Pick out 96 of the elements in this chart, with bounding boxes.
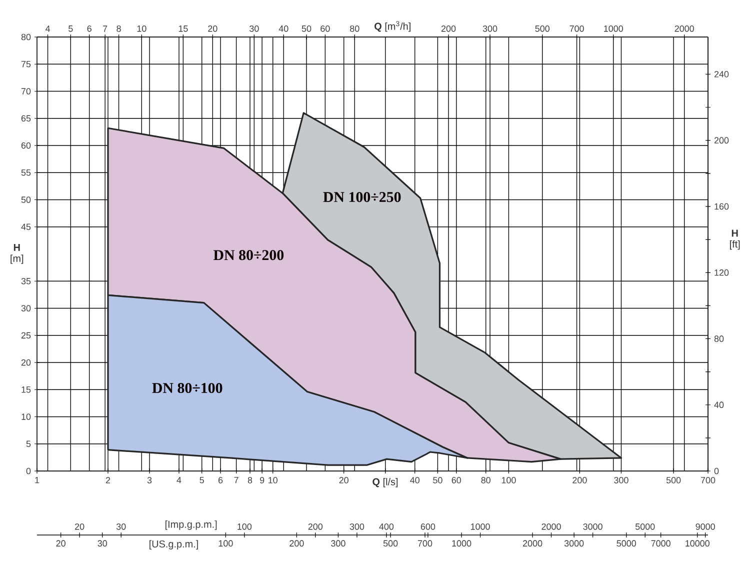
- text: 2000: [542, 523, 561, 530]
- text: 15: [178, 26, 188, 32]
- y-tick-label: 65: [21, 115, 31, 122]
- y-tick-label: 70: [21, 88, 31, 94]
- text: [US.g.p.m.]: [150, 540, 198, 550]
- text: 8: [116, 25, 121, 32]
- x-tick-label: 80: [481, 477, 490, 484]
- text: 4: [45, 26, 50, 32]
- text: 40: [278, 25, 288, 32]
- text: 3000: [583, 523, 602, 530]
- y2-tick-label: 120: [714, 269, 729, 276]
- x-tick-label: 5: [200, 477, 204, 484]
- text: 10: [137, 25, 146, 32]
- y-tick-label: 10: [22, 414, 31, 420]
- text: 5000: [616, 540, 636, 547]
- text: 200: [290, 540, 304, 547]
- x-tick-label: 200: [572, 477, 587, 484]
- x-tick-label: 3: [147, 477, 152, 484]
- y-tick-label: 0: [26, 468, 31, 474]
- x-tick-label: 7: [234, 477, 238, 484]
- text: [Imp.g.p.m.]: [165, 520, 217, 530]
- x-tick-label: 1: [35, 477, 40, 484]
- y2-tick-label: 200: [714, 137, 729, 144]
- series-label: DN 80÷200: [214, 250, 284, 260]
- text: 500: [535, 25, 550, 32]
- text: 10000: [686, 540, 710, 547]
- y-tick-label: 55: [21, 169, 31, 176]
- y-tick-label: 45: [21, 224, 31, 230]
- y2-tick-label: 240: [714, 71, 729, 78]
- series-label: DN 100÷250: [323, 192, 401, 202]
- x-tick-label: 40: [410, 477, 420, 484]
- y-tick-label: 5: [26, 440, 31, 448]
- y-tick-label: 25: [21, 332, 31, 339]
- y2-axis-title: H [ft]: [730, 230, 740, 250]
- text: 600: [420, 523, 436, 530]
- x-tick-label: 300: [614, 477, 628, 484]
- text: 100: [238, 523, 252, 530]
- text: 200: [308, 523, 323, 530]
- text: 1000: [452, 540, 472, 547]
- text: 50: [302, 25, 312, 32]
- x-tick-label: 2: [106, 477, 110, 484]
- x-tick-label: 9: [260, 477, 264, 484]
- text: 20: [56, 540, 66, 547]
- text: 30: [250, 25, 259, 32]
- text: 300: [482, 25, 498, 32]
- series-label: DN 80÷100: [152, 382, 222, 394]
- x-tick-label: 50: [433, 477, 442, 484]
- text: 20: [208, 25, 218, 32]
- x-tick-label: 60: [452, 477, 462, 484]
- y-tick-label: 50: [21, 196, 31, 203]
- text: 100: [218, 540, 233, 547]
- text: 5: [68, 26, 73, 32]
- y-tick-label: 75: [21, 60, 31, 68]
- text: 700: [418, 540, 432, 547]
- text: 2000: [523, 540, 542, 547]
- text: 400: [379, 523, 394, 530]
- y-tick-label: 30: [21, 305, 31, 312]
- y-axis-title: H [m]: [10, 244, 24, 264]
- text: 500: [383, 540, 398, 547]
- text: 300: [331, 540, 346, 547]
- y2-tick-label: 40: [714, 402, 724, 408]
- y-tick-label: 15: [22, 386, 31, 393]
- text: 5000: [635, 523, 655, 530]
- x-tick-label: 100: [502, 477, 516, 484]
- x-axis-title: Q [l/s]: [372, 478, 398, 488]
- text: 30: [98, 540, 107, 547]
- x-tick-label: 4: [176, 477, 182, 484]
- x-tick-label: 6: [218, 477, 223, 484]
- y-tick-label: 80: [21, 34, 31, 40]
- text: 7000: [651, 540, 670, 547]
- x-tick-label: 10: [268, 477, 278, 484]
- y-tick-label: 60: [21, 142, 31, 149]
- text: 2000: [674, 25, 694, 32]
- x-tick-label: 8: [248, 477, 252, 484]
- x-tick-label: 700: [700, 477, 716, 484]
- x-tick-label: 20: [339, 477, 348, 484]
- y2-tick-label: 160: [714, 203, 729, 210]
- y2-tick-label: 0: [714, 468, 719, 474]
- x-tick-label: 500: [666, 477, 681, 484]
- text: 200: [441, 25, 456, 32]
- text: 6: [87, 25, 92, 32]
- text: 20: [75, 523, 84, 530]
- x2-axis-title: Q [m$^{3}$/h]: [374, 21, 410, 32]
- text: 700: [570, 25, 584, 32]
- text: 300: [350, 523, 364, 530]
- y-tick-label: 20: [21, 359, 31, 366]
- text: 1000: [470, 523, 490, 530]
- y2-tick-label: 80: [714, 336, 724, 342]
- text: 60: [320, 25, 330, 32]
- text: 7: [103, 26, 108, 32]
- text: 9000: [696, 523, 715, 530]
- text: 3000: [564, 540, 584, 547]
- text: 30: [116, 523, 126, 530]
- text: 80: [350, 25, 360, 32]
- y-tick-label: 35: [21, 278, 31, 284]
- text: 1000: [604, 25, 623, 32]
